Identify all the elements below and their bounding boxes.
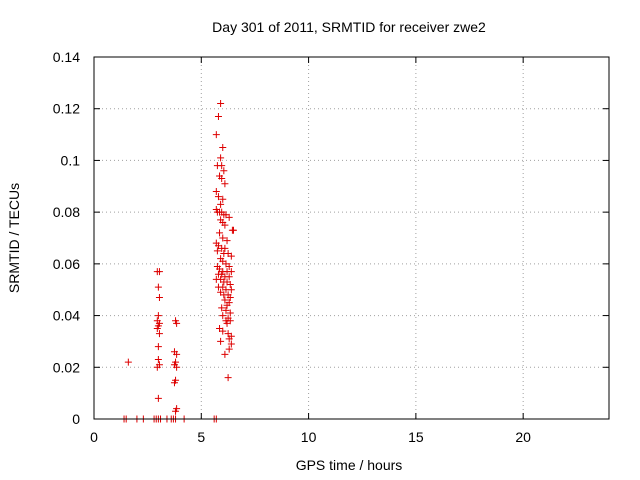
x-tick-label: 15 [408,429,424,445]
x-tick-label: 20 [515,429,531,445]
y-tick-label: 0.14 [53,49,80,65]
data-point [155,293,163,301]
data-point [153,325,161,332]
data-point [220,167,228,175]
y-tick-label: 0.06 [53,256,80,272]
y-tick-label: 0 [72,411,80,427]
data-point [173,363,181,371]
x-axis-label: GPS time / hours [296,457,403,473]
data-point [221,350,229,358]
data-point [225,213,233,221]
data-point [221,296,229,304]
data-point [217,337,225,345]
x-tick-label: 0 [90,429,98,445]
data-point [227,268,235,276]
data-point [154,356,162,364]
data-point [219,144,227,151]
data-point [222,306,230,314]
data-point [219,234,227,242]
data-point [225,273,233,281]
data-point [173,350,181,358]
y-tick-label: 0.04 [53,308,80,324]
data-point [218,304,226,312]
data-point [221,244,229,252]
data-point [225,262,233,270]
y-tick-label: 0.02 [53,359,80,375]
y-tick-label: 0.08 [53,204,80,220]
data-point [219,312,227,320]
plot-frame [93,56,610,420]
data-point [223,319,231,327]
data-point [172,407,180,415]
data-point [212,187,220,195]
tick-labels: 0 5 10 15 20 0 0.02 0.04 0.06 0.08 0.1 0.12 0.14 [53,49,531,445]
data-point [213,162,221,170]
gridlines [94,57,609,419]
x-tick-label: 5 [197,429,205,445]
data-point [226,281,234,289]
chart-title: Day 301 of 2011, SRMTID for receiver zwe… [212,19,486,35]
data-point [212,131,220,139]
data-point [154,283,162,291]
data-point [154,312,162,320]
data-point [154,343,162,351]
data-point [214,193,222,201]
data-point [221,221,229,229]
data-point [226,309,234,317]
y-axis-label: SRMTID / TECUs [6,183,22,293]
data-point [224,374,232,382]
data-points [120,100,237,423]
data-point [223,237,231,245]
data-point [216,229,224,237]
data-point [219,195,227,203]
data-point [225,345,233,353]
data-point [218,175,226,183]
data-point [155,330,163,338]
data-point [229,226,237,234]
data-point [170,379,178,387]
data-point [155,268,163,276]
data-point [124,358,132,366]
y-tick-label: 0.1 [61,152,81,168]
data-point [217,100,225,108]
data-point [153,363,161,371]
x-tick-label: 10 [301,429,317,445]
data-point [227,286,235,294]
data-point [217,154,225,162]
data-point [213,247,221,255]
data-point [217,200,225,208]
data-point [227,252,235,260]
data-point [226,293,234,301]
data-point [173,319,181,327]
data-point [219,327,227,335]
data-point [221,180,229,188]
data-point [223,301,231,309]
data-point [154,394,162,402]
y-tick-label: 0.12 [53,101,80,117]
data-point [227,340,235,348]
data-point [225,335,233,343]
data-point [214,112,222,120]
